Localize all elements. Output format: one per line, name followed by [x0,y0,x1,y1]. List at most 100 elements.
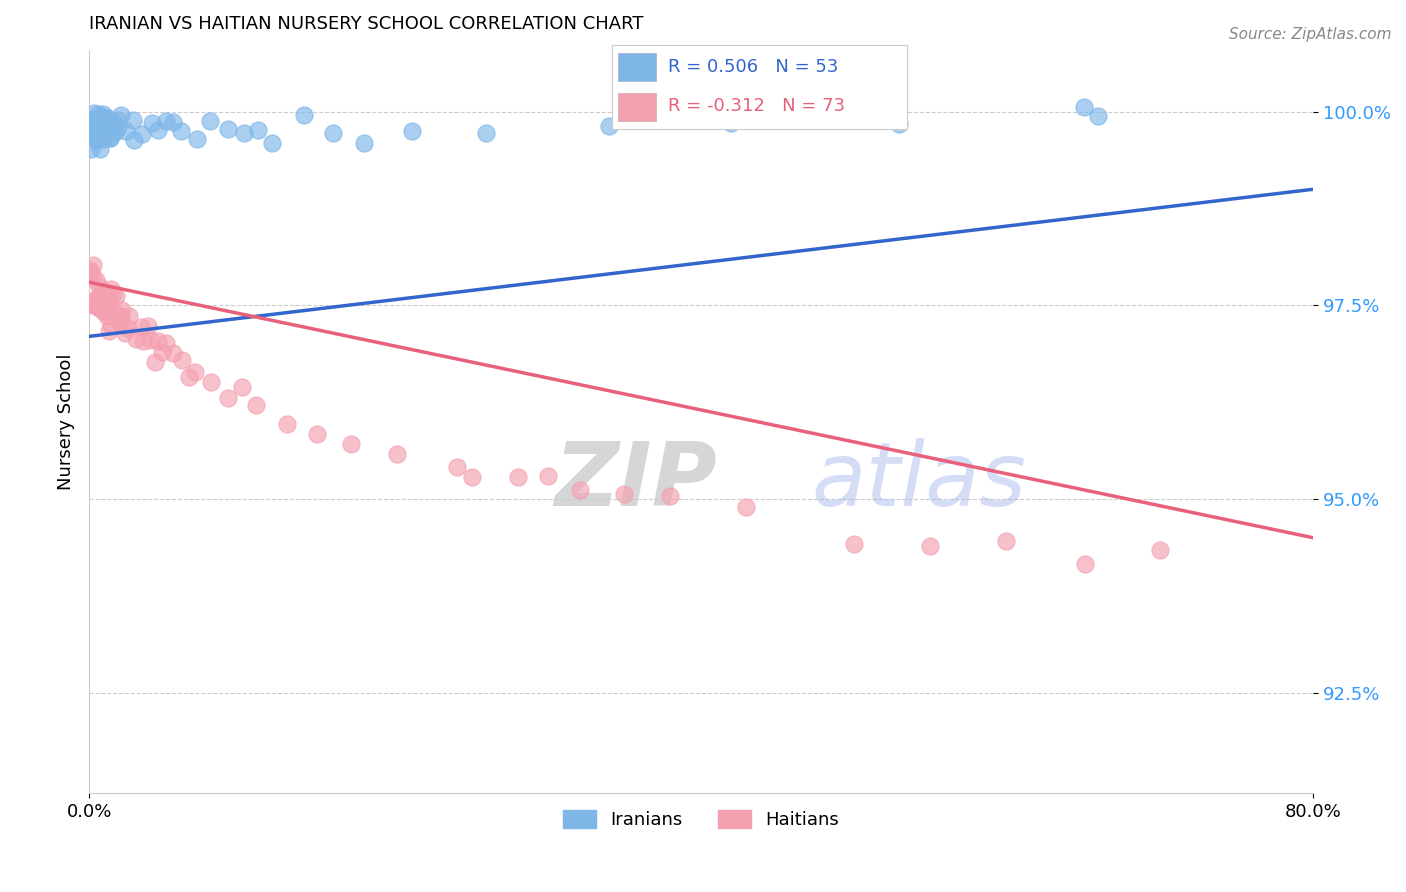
Point [141,116,163,130]
Point [720,116,742,130]
Point [93,106,115,120]
Point [446,459,468,474]
Point [86,130,108,145]
Point [131,128,153,142]
Bar [617,93,655,120]
Point [96,286,118,301]
Point [84,298,107,312]
Bar [617,54,655,81]
Text: IRANIAN VS HAITIAN NURSERY SCHOOL CORRELATION CHART: IRANIAN VS HAITIAN NURSERY SCHOOL CORREL… [89,15,644,33]
Point [93,294,115,309]
Point [87,301,110,315]
Point [1073,100,1095,114]
Point [735,500,758,515]
Point [91,304,114,318]
Point [568,483,591,497]
Point [460,470,482,484]
Point [129,320,152,334]
Point [994,534,1017,549]
Point [146,122,169,136]
Point [131,334,153,348]
Point [307,427,329,442]
Point [844,537,866,551]
Point [89,128,111,142]
Point [217,391,239,405]
Point [104,289,127,303]
Point [186,132,208,146]
Text: atlas: atlas [811,438,1026,524]
Point [91,115,114,129]
Point [91,110,114,124]
Point [122,133,145,147]
Point [920,539,942,553]
Point [536,469,558,483]
Point [104,306,127,320]
Point [155,335,177,350]
Point [87,123,110,137]
Point [401,124,423,138]
Text: R = 0.506   N = 53: R = 0.506 N = 53 [668,58,838,76]
Point [385,447,408,461]
Point [89,142,111,156]
Point [94,124,117,138]
Point [339,437,361,451]
Point [613,487,636,501]
Point [97,293,120,308]
Point [82,298,104,312]
Point [91,292,114,306]
Point [83,298,105,312]
Point [162,346,184,360]
Point [89,287,111,301]
Point [110,309,132,323]
Text: R = -0.312   N = 73: R = -0.312 N = 73 [668,97,845,115]
Point [172,352,194,367]
Point [98,294,121,309]
Point [82,123,104,137]
Point [82,268,104,282]
Point [124,332,146,346]
Point [506,469,529,483]
Point [82,258,104,272]
Point [247,123,270,137]
Point [353,136,375,150]
Point [84,133,107,147]
Point [84,272,107,286]
Point [598,120,620,134]
Point [117,321,139,335]
Point [79,142,101,156]
Point [87,278,110,293]
Point [104,125,127,139]
Point [87,112,110,126]
Point [114,326,136,341]
Point [170,124,193,138]
Point [1149,542,1171,557]
Point [100,282,122,296]
Point [1074,557,1097,571]
Text: Source: ZipAtlas.com: Source: ZipAtlas.com [1229,27,1392,42]
Point [198,114,221,128]
Y-axis label: Nursery School: Nursery School [58,353,75,490]
Point [177,370,200,384]
Point [887,117,910,131]
Point [200,375,222,389]
Point [292,108,315,122]
Point [260,136,283,151]
Point [79,128,101,142]
Point [82,112,104,127]
Text: ZIP: ZIP [554,438,717,524]
Point [658,489,681,503]
Point [108,315,131,329]
Point [475,126,498,140]
Point [82,118,104,132]
Point [83,125,105,139]
Point [93,115,115,129]
Point [89,289,111,303]
Point [122,112,145,127]
Point [100,131,122,145]
Point [101,287,124,301]
Point [139,334,162,348]
Point [101,115,124,129]
Point [100,318,122,332]
Point [97,111,120,125]
Point [322,126,344,140]
